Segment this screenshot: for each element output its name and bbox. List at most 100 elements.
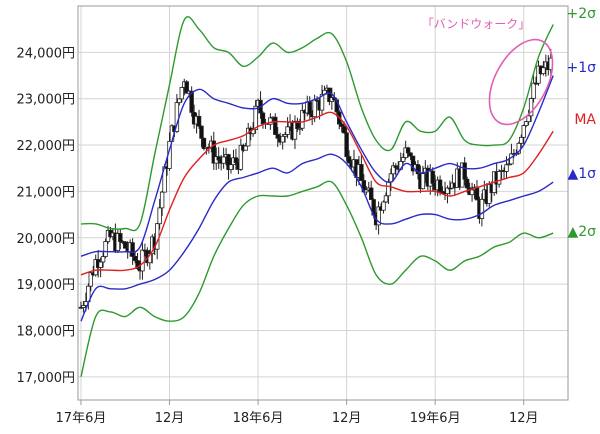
grid-lines <box>78 6 568 405</box>
candle-body <box>531 82 536 99</box>
candle-body <box>268 117 273 125</box>
series-line-3 <box>80 153 554 322</box>
candle-body <box>81 305 86 308</box>
candle-body <box>445 187 450 195</box>
x-tick-label: 17年6月 <box>56 411 107 426</box>
y-tick-label: 17,000円 <box>17 371 76 386</box>
candle-body <box>282 134 288 137</box>
candle-body <box>285 126 290 135</box>
candle-body <box>415 164 421 175</box>
candle-body <box>115 233 121 251</box>
x-tick-label: 12月 <box>332 411 362 426</box>
candle-body <box>243 145 248 151</box>
candle-body <box>233 157 239 163</box>
candle-body <box>536 65 541 84</box>
candle-body <box>118 233 123 242</box>
candle-body <box>280 135 285 143</box>
candle-body <box>376 206 381 226</box>
candle-body <box>159 191 165 209</box>
candle-body <box>364 189 369 193</box>
series-line-1 <box>80 75 554 257</box>
y-tick-label: 22,000円 <box>17 139 76 154</box>
candle-body <box>246 127 251 147</box>
candle-body <box>140 249 145 272</box>
x-tick-label: 12月 <box>155 411 185 426</box>
candle-body <box>300 110 305 129</box>
candle-body <box>410 155 416 172</box>
annotation-label: 「バンドウォーク」 <box>422 17 531 31</box>
candle-body <box>341 126 347 134</box>
candle-body <box>487 184 492 204</box>
candlesticks <box>78 48 553 313</box>
y-tick-label: 20,000円 <box>17 232 76 247</box>
x-tick-label: 12月 <box>509 411 539 426</box>
candle-body <box>504 164 509 172</box>
legend-entry: ▲2σ <box>567 224 596 240</box>
candle-body <box>393 165 399 168</box>
plot-area <box>77 5 569 401</box>
y-tick-label: 19,000円 <box>17 278 76 293</box>
legend-entry: MA <box>574 112 596 128</box>
candle-body <box>211 140 216 164</box>
candle-body <box>98 261 103 268</box>
annotation-ellipse <box>488 38 554 126</box>
candle-body <box>297 127 303 130</box>
candle-body <box>132 256 138 261</box>
candle-body <box>420 173 426 190</box>
plot-frame <box>77 5 569 401</box>
candle-body <box>157 207 162 225</box>
series-line-4 <box>80 180 554 377</box>
candle-body <box>327 87 332 102</box>
candle-body <box>319 93 325 111</box>
candle-body <box>123 241 128 249</box>
candle-body <box>216 156 221 161</box>
candle-body <box>184 81 189 94</box>
candle-body <box>386 181 391 197</box>
candle-body <box>196 115 202 127</box>
candle-body <box>430 170 435 184</box>
candle-body <box>496 171 502 185</box>
candle-body <box>103 241 108 257</box>
legend-entry: +1σ <box>566 60 596 76</box>
candle-body <box>391 165 396 175</box>
candle-body <box>339 123 344 127</box>
candle-body <box>201 137 207 149</box>
candle-body <box>177 98 182 104</box>
candle-body <box>228 164 234 171</box>
candle-body <box>88 272 93 287</box>
candle-body <box>528 98 534 117</box>
candle-body <box>381 201 386 211</box>
candle-body <box>135 260 140 269</box>
series-line-0 <box>80 16 554 232</box>
candle-body <box>523 121 529 126</box>
candle-body <box>519 136 524 144</box>
candle-body <box>226 154 231 171</box>
candle-body <box>275 134 280 139</box>
candle-body <box>526 115 531 123</box>
candle-body <box>292 120 298 140</box>
candle-body <box>273 116 278 135</box>
x-tick-label: 18年6月 <box>233 411 284 426</box>
candle-body <box>521 125 526 138</box>
series-line-2 <box>80 111 554 276</box>
candle-body <box>100 256 106 263</box>
legend-entry: ▲1σ <box>567 166 596 182</box>
candle-body <box>405 147 411 154</box>
candle-body <box>346 156 352 164</box>
candle-body <box>260 112 266 125</box>
candle-body <box>474 186 480 201</box>
candle-body <box>253 105 258 131</box>
y-tick-label: 24,000円 <box>17 46 76 61</box>
candle-body <box>383 195 389 203</box>
candle-body <box>221 156 226 164</box>
y-tick-label: 23,000円 <box>17 93 76 108</box>
candle-body <box>506 163 512 166</box>
band-lines <box>80 16 554 377</box>
candle-body <box>462 162 467 180</box>
candle-body <box>199 125 204 139</box>
candle-body <box>408 152 413 157</box>
candle-body <box>295 120 300 130</box>
candle-body <box>479 198 485 219</box>
candle-body <box>469 189 475 196</box>
